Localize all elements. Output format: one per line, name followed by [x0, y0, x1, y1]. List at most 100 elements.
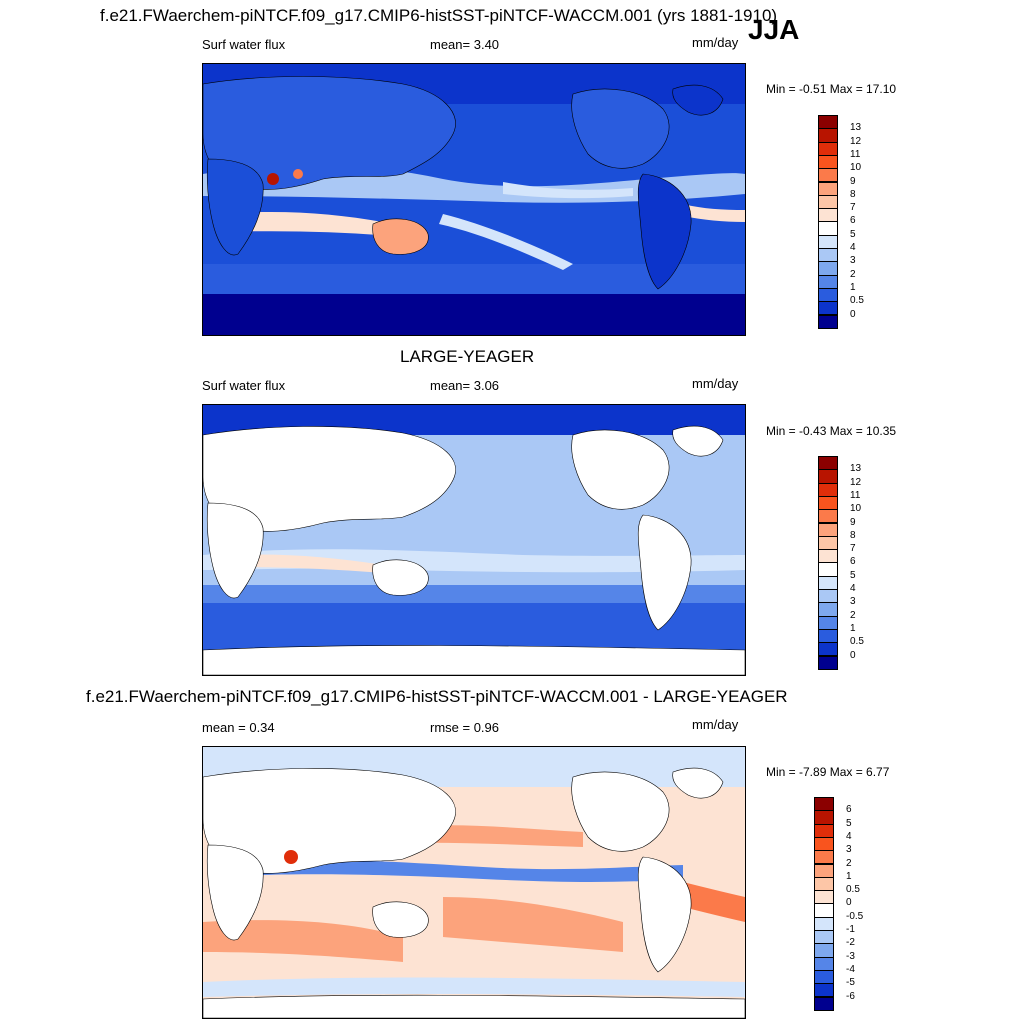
panel2-colorbar-swatch — [818, 655, 838, 670]
panel3-colorbar-label: -3 — [846, 950, 855, 962]
panel3-north-america — [571, 771, 670, 852]
panel2-colorbar-swatch — [818, 549, 838, 564]
panel1-colorbar-label: 8 — [850, 188, 856, 200]
panel1-colorbar-label: 10 — [850, 162, 862, 174]
panel3-colorbar-label: -6 — [846, 990, 855, 1002]
panel1-atlantic-band — [683, 204, 745, 222]
panel3-colorbar-label: -0.5 — [846, 910, 864, 922]
panel3-colorbar-label: -5 — [846, 977, 855, 989]
panel3-map-svg — [203, 747, 745, 1018]
panel2-north-america — [571, 429, 670, 510]
panel3-colorbar-label: 6 — [846, 804, 852, 816]
panel3-colorbar-swatch — [814, 916, 834, 931]
panel2-colorbar-label: 1 — [850, 622, 856, 634]
panel2-colorbar-label: 8 — [850, 529, 856, 541]
panel1-colorbar-label: 3 — [850, 255, 856, 267]
panel1-antarctic-band — [203, 294, 745, 335]
panel2-colorbar-label: 0 — [850, 649, 856, 661]
panel1-north-america — [571, 88, 670, 169]
panel1-colorbar-label: 0.5 — [850, 295, 864, 307]
panel1-colorbar-swatch — [818, 115, 838, 130]
panel1-colorbar-swatch — [818, 181, 838, 196]
panel1-colorbar-label: 9 — [850, 175, 856, 187]
panel2-colorbar-label: 2 — [850, 609, 856, 621]
panel2-colorbar-swatch — [818, 495, 838, 511]
panel1-monsoon-spot-2 — [293, 169, 303, 179]
panel2-indian-band — [233, 554, 383, 573]
panel3-colorbar-label: -1 — [846, 924, 855, 935]
panel2-colorbar-label: 4 — [850, 583, 856, 594]
panel2-colorbar-swatch — [818, 562, 838, 577]
panel3-colorbar-label: 0 — [846, 897, 852, 909]
panel2-southern-transition — [203, 585, 745, 603]
panel1-minmax: Min = -0.51 Max = 17.10 — [766, 82, 897, 96]
panel3-colorbar-swatch — [814, 810, 834, 825]
panel1-colorbar-swatch — [818, 274, 838, 289]
panel3-antarctica — [203, 994, 745, 1018]
panel3-arabian-sea-spot — [284, 850, 298, 864]
panel1-colorbar-swatch — [818, 287, 838, 303]
panel2-colorbar-label: 6 — [850, 556, 856, 568]
panel3-colorbar-swatch — [814, 823, 834, 838]
panel1-colorbar-label: 0 — [850, 308, 856, 320]
panel3-africa — [206, 844, 264, 941]
panel2-colorbar-swatch — [818, 482, 838, 497]
panel1-greenland — [672, 84, 724, 116]
panel3-greenland — [672, 767, 724, 799]
panel1-colorbar-swatch — [818, 261, 838, 276]
panel3-colorbar-label: 3 — [846, 844, 852, 856]
panel2-colorbar-swatch — [818, 456, 838, 471]
panel1-colorbar-label: 1 — [850, 281, 856, 293]
panel3-colorbar-swatch — [814, 890, 834, 905]
panel1-map — [202, 63, 746, 336]
panel3-colorbar: 6 5 4 3 2 1 0.5 0 -0.5 -1 -2 -3 -4 -5 -6 — [814, 797, 934, 1012]
panel2-colorbar-swatch — [818, 535, 838, 551]
panel3-mean-label: mean = 0.34 — [202, 720, 275, 735]
panel1-indian-band — [223, 212, 393, 236]
panel1-colorbar-swatch — [818, 248, 838, 263]
panel3-colorbar-label: 0.5 — [846, 884, 860, 896]
panel3-colorbar-label: -4 — [846, 963, 855, 975]
panel2-minmax: Min = -0.43 Max = 10.35 — [766, 424, 897, 438]
panel1-colorbar-label: 6 — [850, 215, 856, 227]
panel1-africa — [206, 158, 264, 256]
panel2-colorbar-label: 9 — [850, 516, 856, 528]
panel1-south-america — [637, 173, 692, 290]
panel3-colorbar-swatch — [814, 996, 834, 1011]
panel3-colorbar-swatch — [814, 850, 834, 865]
panel3-colorbar-label: 1 — [846, 870, 852, 882]
panel1-colorbar-swatch — [818, 301, 838, 316]
panel3-colorbar-swatch — [814, 983, 834, 998]
panel3-minmax: Min = -7.89 Max = 6.77 — [766, 765, 890, 779]
panel3-colorbar-swatch — [814, 956, 834, 971]
panel3-colorbar-swatch — [814, 836, 834, 852]
panel3-south-pacific-positive — [443, 897, 623, 952]
panel2-colorbar-swatch — [818, 522, 838, 537]
panel1-colorbar-swatch — [818, 154, 838, 170]
panel1-mean-label: mean= 3.40 — [430, 37, 500, 52]
panel2-units: mm/day — [692, 376, 739, 391]
panel1-spcz — [439, 214, 573, 270]
panel1-colorbar-label: 4 — [850, 242, 856, 253]
panel2-colorbar-swatch — [818, 615, 838, 630]
panel1-variable-label: Surf water flux — [202, 37, 286, 52]
panel3-colorbar-label: 2 — [846, 857, 852, 869]
panel2-colorbar-swatch — [818, 469, 838, 484]
panel3-north-pacific-positive — [403, 825, 583, 847]
panel1-colorbar-label: 7 — [850, 202, 856, 214]
panel1-monsoon-spot — [267, 173, 279, 185]
panel1-colorbar-swatch — [818, 314, 838, 329]
panel2-colorbar-swatch — [818, 642, 838, 657]
panel3-south-america — [637, 856, 692, 973]
panel2-colorbar-label: 11 — [850, 489, 861, 501]
panel2-south-america — [637, 514, 692, 631]
panel3-colorbar-label: 4 — [846, 830, 852, 842]
panel2-colorbar-label: 10 — [850, 503, 862, 515]
panel2-colorbar-label: 13 — [850, 463, 862, 475]
panel1-colorbar-label: 13 — [850, 122, 862, 134]
panel3-colorbar-swatch — [814, 863, 834, 878]
panel1-colorbar-swatch — [818, 141, 838, 156]
panel3-colorbar-label: 5 — [846, 817, 852, 829]
panel3-rmse-label: rmse = 0.96 — [430, 720, 500, 735]
panel2-variable-label: Surf water flux — [202, 378, 286, 393]
